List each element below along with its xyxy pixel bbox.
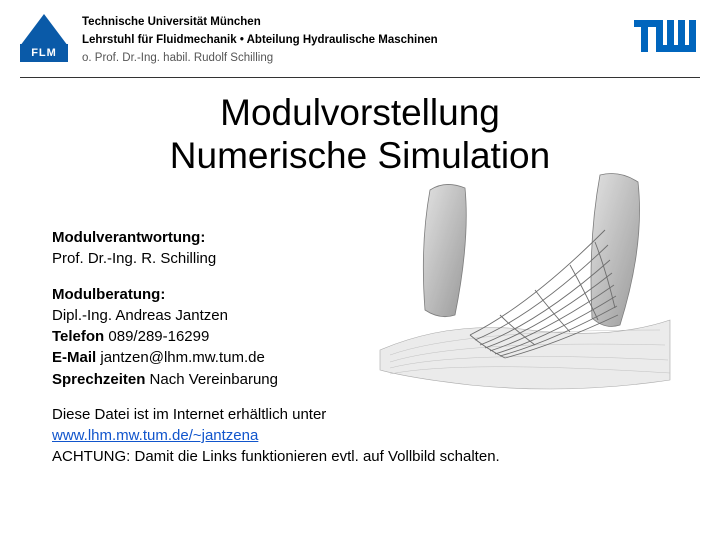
info-block: Modulverantwortung: Prof. Dr.-Ing. R. Sc… (52, 228, 612, 469)
title-line-1: Modulvorstellung (220, 92, 500, 133)
advising-value: Dipl.-Ing. Andreas Jantzen (52, 306, 612, 326)
slide-title: Modulvorstellung Numerische Simulation (0, 92, 720, 177)
email-label: E-Mail (52, 349, 96, 366)
flm-label: FLM (20, 44, 68, 62)
flm-triangle-icon (20, 14, 68, 46)
phone-value: 089/289-16299 (104, 328, 209, 345)
header: FLM Technische Universität München Lehrs… (0, 0, 720, 67)
header-department: Lehrstuhl für Fluidmechanik • Abteilung … (82, 32, 438, 50)
file-note: Diese Datei ist im Internet erhältlich u… (52, 405, 612, 425)
advising-label: Modulberatung: (52, 286, 165, 303)
flm-logo: FLM (20, 14, 68, 62)
header-professor: o. Prof. Dr.-Ing. habil. Rudolf Schillin… (82, 50, 438, 68)
hours-value: Nach Vereinbarung (145, 371, 278, 388)
responsibility-value: Prof. Dr.-Ing. R. Schilling (52, 249, 612, 269)
phone-label: Telefon (52, 328, 104, 345)
hours-label: Sprechzeiten (52, 371, 145, 388)
email-value: jantzen@lhm.mw.tum.de (96, 349, 265, 366)
responsibility-label: Modulverantwortung: (52, 229, 205, 246)
header-divider (20, 77, 700, 78)
header-text: Technische Universität München Lehrstuhl… (82, 14, 438, 67)
fullscreen-warning: ACHTUNG: Damit die Links funktionieren e… (52, 447, 612, 467)
tum-logo-icon (634, 20, 696, 57)
header-university: Technische Universität München (82, 14, 438, 32)
file-url-link[interactable]: www.lhm.mw.tum.de/~jantzena (52, 427, 258, 444)
